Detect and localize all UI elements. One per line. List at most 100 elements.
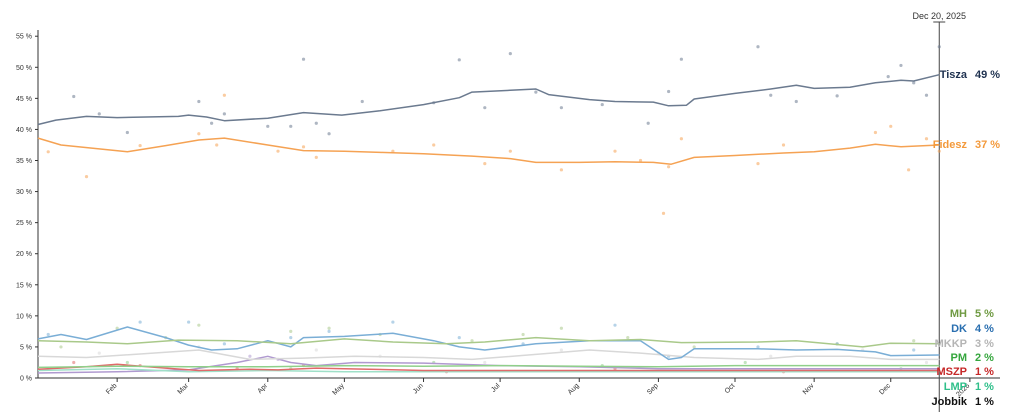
- poll-dot-tisza: [559, 106, 563, 110]
- x-tick-label: Jun: [412, 382, 425, 395]
- poll-dot-fidesz: [613, 149, 617, 153]
- poll-dot-tisza: [327, 132, 331, 136]
- end-label-name-mkkp: MKKP: [935, 338, 967, 350]
- trend-line-pm: [37, 364, 940, 369]
- end-label-value-jobbik: 1 %: [975, 396, 994, 408]
- poll-dot-fidesz: [873, 130, 878, 135]
- end-label-name-pm: PM: [951, 352, 968, 364]
- poll-dot-fidesz: [907, 168, 911, 172]
- x-tick-label: Feb: [105, 382, 119, 396]
- poll-dot-mh: [197, 323, 201, 327]
- poll-dot-fidesz: [197, 132, 201, 136]
- poll-dot-tisza: [667, 89, 671, 94]
- poll-dot-fidesz: [559, 168, 563, 172]
- poll-dot-tisza: [835, 94, 839, 98]
- poll-dot-fidesz: [483, 162, 487, 166]
- poll-dot-dk: [912, 348, 916, 352]
- poll-dot-mkkp: [314, 348, 318, 352]
- x-tick-label: May: [331, 382, 346, 397]
- poll-dot-mh: [59, 345, 63, 349]
- end-label-value-mh: 5 %: [975, 308, 994, 320]
- poll-dot-tisza: [360, 99, 364, 104]
- end-labels: Tisza 49 % Fidesz 37 % MH 5 % DK 4 % MKKP 3 % PM 2 …: [932, 69, 1001, 408]
- y-tick-label: 15 %: [16, 282, 32, 289]
- poll-dot-fidesz: [432, 143, 436, 147]
- poll-dot-mh: [521, 332, 525, 337]
- trend-line-tisza: [37, 73, 940, 126]
- x-tick-label: Mar: [177, 382, 191, 396]
- y-tick-label: 55 %: [16, 34, 32, 41]
- x-tick-label: Nov: [802, 382, 816, 396]
- poll-dot-dk: [613, 323, 617, 327]
- end-label-name-fidesz: Fidesz: [933, 139, 968, 151]
- poll-dot-tisza: [937, 45, 941, 49]
- y-tick-label: 35 %: [16, 158, 32, 165]
- poll-dot-fidesz: [937, 149, 941, 153]
- poll-dot-fidesz: [756, 162, 760, 166]
- y-tick-label: 0 %: [20, 376, 32, 383]
- poll-dot-tisza: [924, 93, 929, 97]
- poll-dot-tisza: [222, 112, 226, 116]
- poll-dot-fidesz: [889, 124, 893, 128]
- poll-dot-tisza: [646, 121, 650, 125]
- x-tick-label: Apr: [257, 382, 270, 395]
- end-label-name-jobbik: Jobbik: [932, 396, 968, 408]
- end-label-value-tisza: 49 %: [975, 69, 1000, 81]
- y-tick-label: 40 %: [16, 127, 32, 134]
- end-label-value-pm: 2 %: [975, 352, 994, 364]
- y-tick-label: 10 %: [16, 313, 32, 320]
- poll-dot-tisza: [289, 124, 293, 128]
- poll-dot-dk: [138, 320, 142, 324]
- end-label-value-dk: 4 %: [975, 323, 994, 335]
- y-tick-label: 45 %: [16, 96, 32, 103]
- poll-dot-fidesz: [638, 158, 643, 163]
- y-axis: 0 % 5 % 10 % 15 % 20 % 25 % 30 % 35 % 40 % 45 % 50…: [16, 30, 39, 383]
- end-label-name-mszp: MSZP: [936, 366, 967, 378]
- x-tick-label: Oct: [724, 382, 737, 395]
- poll-dot-tisza: [210, 121, 214, 125]
- trend-line-fidesz: [37, 137, 940, 165]
- poll-dot-fidesz: [667, 165, 671, 169]
- poll-dot-dk: [756, 345, 760, 349]
- x-axis: Feb Mar Apr May Jun Jul Aug Sep Oct Nov Dec 2026: [38, 377, 1000, 398]
- poll-dot-fidesz: [661, 211, 666, 215]
- poll-dot-mh: [626, 336, 630, 340]
- end-label-value-mkkp: 3 %: [975, 338, 994, 350]
- poll-dot-tisza: [97, 112, 101, 116]
- poll-dot-mkkp: [97, 351, 101, 355]
- poll-dot-tisza: [679, 57, 683, 61]
- poll-dot-tisza: [756, 45, 760, 49]
- poll-dot-fidesz: [924, 137, 929, 141]
- poll-dot-fidesz: [84, 175, 89, 179]
- poll-dot-tisza: [794, 99, 798, 104]
- poll-dot-tisza: [912, 81, 916, 85]
- poll-dot-mkkp: [769, 354, 773, 358]
- current-date-label: Dec 20, 2025: [912, 11, 966, 21]
- poll-dot-tisza: [508, 52, 512, 56]
- poll-dot-fidesz: [301, 145, 306, 149]
- poll-dot-dk: [187, 320, 191, 324]
- poll-dot-fidesz: [391, 149, 395, 153]
- poll-dot-tisza: [266, 124, 270, 128]
- end-label-name-dk: DK: [951, 323, 967, 335]
- poll-dot-fidesz: [679, 137, 683, 141]
- poll-dot-mkkp: [924, 360, 929, 365]
- trend-line-mh: [37, 336, 940, 348]
- poll-dot-mh: [115, 326, 119, 330]
- poll-dot-fidesz: [215, 143, 219, 147]
- poll-dot-tisza: [197, 99, 201, 104]
- end-label-value-lmp: 1 %: [975, 381, 994, 393]
- y-tick-label: 20 %: [16, 251, 32, 258]
- poll-dot-fidesz: [138, 143, 142, 148]
- poll-dots: [46, 45, 941, 374]
- x-tick-label: Dec: [878, 382, 892, 396]
- poll-dot-tisza: [534, 90, 538, 94]
- end-label-name-lmp: LMP: [944, 381, 967, 393]
- poll-dot-fidesz: [781, 143, 786, 147]
- poll-dot-fidesz: [276, 149, 280, 153]
- y-tick-label: 25 %: [16, 220, 32, 227]
- poll-dot-fidesz: [46, 150, 50, 154]
- poll-dot-tisza: [457, 58, 461, 62]
